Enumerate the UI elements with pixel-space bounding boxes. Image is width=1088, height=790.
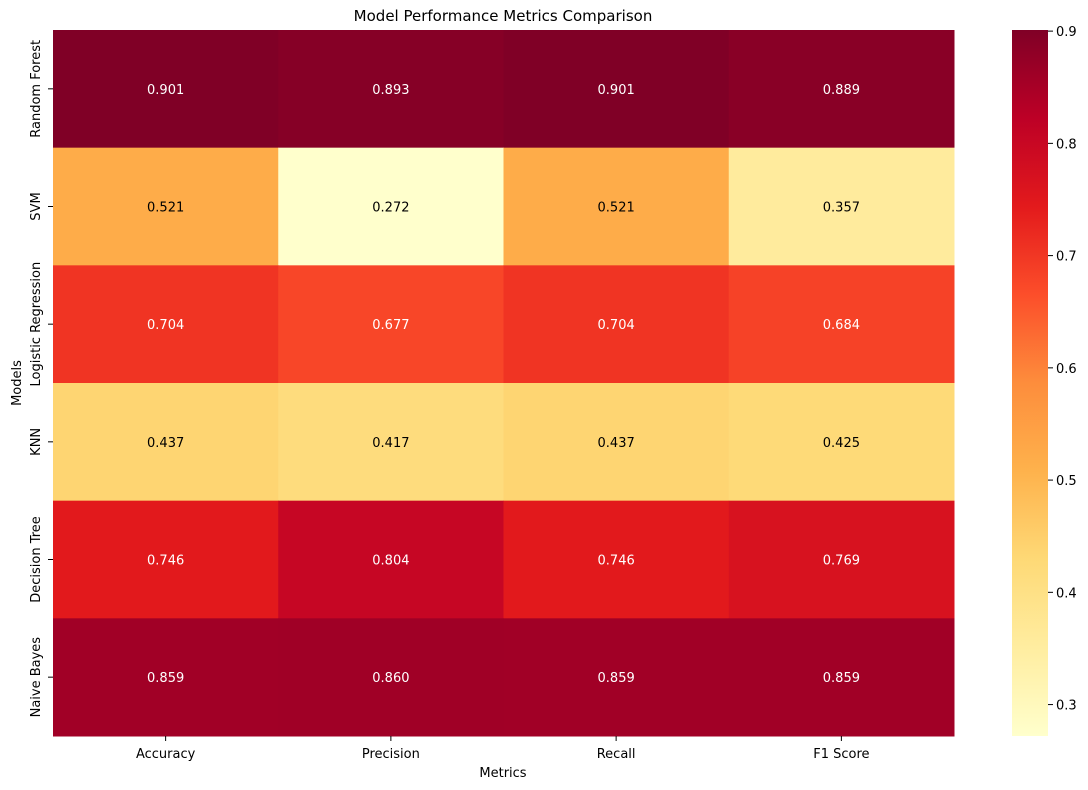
colorbar <box>1012 30 1048 736</box>
cell-value-label: 0.859 <box>598 671 635 686</box>
heatmap-cell <box>53 30 279 149</box>
heatmap-cell <box>503 265 730 384</box>
cell-value-label: 0.746 <box>147 554 184 569</box>
x-tick-label: Precision <box>362 747 420 762</box>
heatmap-cell <box>278 30 504 149</box>
cell-value-label: 0.521 <box>598 201 635 216</box>
heatmap-cell <box>503 147 730 266</box>
cell-value-label: 0.437 <box>147 436 184 451</box>
x-axis-ticks: Accuracy Precision Recall F1 Score <box>136 736 870 762</box>
cell-value-label: 0.859 <box>147 671 184 686</box>
x-axis-label: Metrics <box>479 766 526 781</box>
heatmap-cell <box>53 147 279 266</box>
x-tick-label: F1 Score <box>813 747 869 762</box>
y-tick-label: Decision Tree <box>29 516 44 603</box>
heatmap-cell <box>53 500 279 619</box>
heatmap-cell <box>278 265 504 384</box>
heatmap-cell <box>503 30 730 149</box>
cell-value-label: 0.272 <box>372 201 409 216</box>
y-tick-label: Random Forest <box>29 40 44 138</box>
y-tick-label: SVM <box>29 192 44 220</box>
heatmap-cell <box>728 383 955 502</box>
heatmap-cell-labels: 0.901 0.893 0.901 0.889 0.521 0.272 0.521 0.357… <box>147 83 860 686</box>
x-tick-label: Accuracy <box>136 747 196 762</box>
colorbar-tick-label: 0.3 <box>1056 699 1077 714</box>
chart-title: Model Performance Metrics Comparison <box>354 7 653 25</box>
heatmap-cell <box>53 618 279 737</box>
cell-value-label: 0.901 <box>598 83 635 98</box>
cell-value-label: 0.804 <box>372 554 409 569</box>
heatmap-cell <box>728 265 955 384</box>
colorbar-tick-label: 0.7 <box>1056 250 1077 265</box>
cell-value-label: 0.860 <box>372 671 409 686</box>
heatmap-cell <box>53 265 279 384</box>
cell-value-label: 0.704 <box>598 318 635 333</box>
heatmap-cells <box>53 30 955 737</box>
y-tick-label: KNN <box>29 428 44 456</box>
x-tick-label: Recall <box>597 747 636 762</box>
cell-value-label: 0.769 <box>823 554 860 569</box>
y-tick-label: Naive Bayes <box>29 637 44 718</box>
heatmap-cell <box>503 618 730 737</box>
heatmap-cell <box>503 383 730 502</box>
colorbar-tick-label: 0.9 <box>1056 25 1077 40</box>
y-axis-label: Models <box>10 360 25 406</box>
heatmap-cell <box>728 618 955 737</box>
cell-value-label: 0.437 <box>598 436 635 451</box>
heatmap-cell <box>728 500 955 619</box>
cell-value-label: 0.521 <box>147 201 184 216</box>
heatmap-cell <box>278 147 504 266</box>
cell-value-label: 0.357 <box>823 201 860 216</box>
cell-value-label: 0.893 <box>372 83 409 98</box>
heatmap-cell <box>503 500 730 619</box>
colorbar-tick-label: 0.5 <box>1056 474 1077 489</box>
cell-value-label: 0.684 <box>823 318 860 333</box>
heatmap-cell <box>278 383 504 502</box>
colorbar-tick-label: 0.8 <box>1056 137 1077 152</box>
cell-value-label: 0.677 <box>372 318 409 333</box>
cell-value-label: 0.425 <box>823 436 860 451</box>
cell-value-label: 0.901 <box>147 83 184 98</box>
colorbar-tick-label: 0.6 <box>1056 362 1077 377</box>
heatmap-cell <box>278 500 504 619</box>
heatmap-cell <box>728 147 955 266</box>
colorbar-tick-label: 0.4 <box>1056 586 1077 601</box>
cell-value-label: 0.417 <box>372 436 409 451</box>
cell-value-label: 0.889 <box>823 83 860 98</box>
heatmap-cell <box>53 383 279 502</box>
colorbar-ticks: 0.3 0.4 0.5 0.6 0.7 0.8 0.9 <box>1048 25 1077 714</box>
heatmap-cell <box>728 30 955 149</box>
y-tick-label: Logistic Regression <box>29 262 44 387</box>
cell-value-label: 0.704 <box>147 318 184 333</box>
cell-value-label: 0.746 <box>598 554 635 569</box>
cell-value-label: 0.859 <box>823 671 860 686</box>
heatmap-cell <box>278 618 504 737</box>
y-axis-ticks: Random Forest SVM Logistic Regression KNN De… <box>29 40 53 718</box>
